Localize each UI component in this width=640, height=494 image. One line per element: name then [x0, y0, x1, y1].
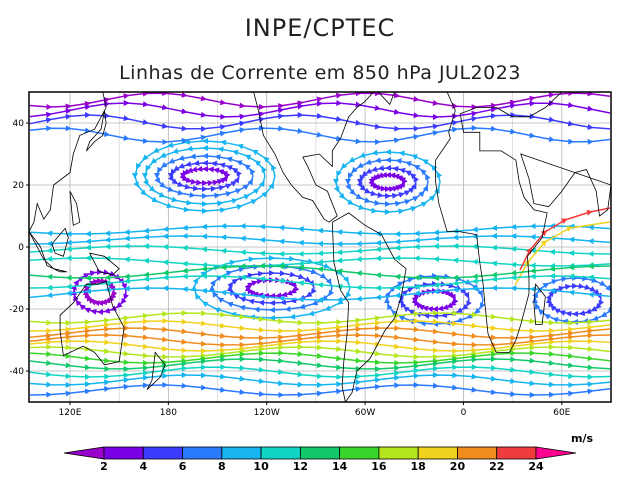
lat-tick-label: 40 [13, 119, 25, 129]
colorbar-segment [417, 446, 458, 460]
colorbar-label: 24 [528, 460, 544, 473]
streamline [368, 171, 408, 193]
colorbar-label: 10 [253, 460, 269, 473]
streamline [356, 165, 420, 199]
streamline [29, 223, 611, 237]
coastlines [29, 92, 611, 402]
lat-tick-label: -20 [9, 305, 24, 315]
colorbar-segment [260, 446, 301, 460]
australia-coast [59, 280, 125, 366]
new-guinea-coast [88, 252, 120, 276]
lat-tick-label: 20 [13, 181, 25, 191]
colorbar-segment [457, 446, 498, 460]
colorbar-max-triangle [535, 446, 577, 460]
colorbar-label: 16 [371, 460, 387, 473]
lat-tick-label: 0 [18, 243, 24, 253]
streamline [29, 381, 611, 398]
colorbar-label: 22 [489, 460, 504, 473]
africa-europe-coast [435, 92, 563, 353]
streamline [333, 149, 443, 215]
colorbar-segment [339, 446, 380, 460]
japan-coast [86, 110, 107, 152]
latitude-axis: 40 20 0 -20 -40 [9, 119, 29, 377]
lon-tick-label: 120E [59, 408, 82, 418]
colorbar: 2 4 6 8 10 12 14 16 18 20 22 24m/s [63, 432, 593, 473]
longitude-axis: 120E 180 120W 60W 0 60E [59, 402, 571, 418]
colorbar-label: 8 [218, 460, 226, 473]
lon-tick-label: 180 [160, 408, 177, 418]
streamline [29, 284, 611, 304]
indonesia-coast [29, 231, 67, 273]
colorbar-segment [221, 446, 262, 460]
north-america-coast [201, 92, 374, 223]
new-zealand-coast [146, 351, 166, 390]
lat-tick-label: -40 [9, 367, 24, 377]
colorbar-label: 2 [100, 460, 108, 473]
lon-tick-label: 60E [553, 408, 570, 418]
colorbar-min-triangle [63, 446, 105, 460]
colorbar-label: 12 [293, 460, 308, 473]
streamline [29, 99, 611, 120]
colorbar-label: 4 [139, 460, 147, 473]
colorbar-segment [182, 446, 223, 460]
colorbar-segment [142, 446, 183, 460]
streamline [179, 165, 231, 187]
streamline [142, 145, 268, 207]
streamlines [29, 92, 611, 398]
philippines-coast [69, 191, 81, 226]
streamline [154, 153, 256, 199]
colorbar-segment [299, 446, 341, 460]
south-america-coast [331, 212, 407, 402]
institution-title: INPE/CPTEC [244, 14, 396, 42]
lon-tick-label: 0 [461, 408, 467, 418]
map-title: Linhas de Corrente em 850 hPa JUL2023 [119, 62, 521, 84]
madagascar-coast [533, 283, 546, 325]
colorbar-label: 6 [179, 460, 187, 473]
colorbar-label: 14 [332, 460, 348, 473]
colorbar-label: 20 [450, 460, 466, 473]
streamline [29, 125, 611, 146]
colorbar-label: 18 [411, 460, 426, 473]
colorbar-segment [378, 446, 419, 460]
lon-tick-label: 120W [254, 408, 280, 418]
streamline [29, 243, 611, 257]
lon-tick-label: 60W [355, 408, 375, 418]
borneo-coast [51, 227, 69, 257]
streamline [168, 160, 242, 192]
greenland-coast [377, 92, 396, 106]
streamline [29, 272, 611, 292]
streamline [345, 157, 431, 207]
arabia-india-coast [520, 153, 611, 217]
colorbar-segment [496, 446, 537, 460]
streamline [29, 111, 611, 132]
colorbar-unit: m/s [571, 432, 593, 445]
colorbar-segment [103, 446, 144, 460]
